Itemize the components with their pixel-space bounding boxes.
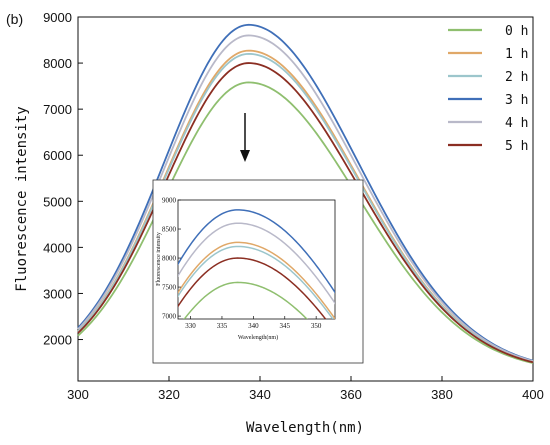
inset-series-line-3: [178, 209, 335, 294]
inset-series-line-4: [178, 222, 335, 305]
inset-y-tick-label: 8500: [162, 226, 177, 234]
x-tick-label: 360: [340, 387, 362, 402]
inset-y-tick-label: 7000: [162, 313, 177, 321]
x-tick-label: 320: [158, 387, 180, 402]
inset-x-axis-title: Wavelength(nm): [238, 334, 278, 341]
inset-y-tick-label: 8000: [162, 255, 177, 263]
x-tick-label: 400: [522, 387, 544, 402]
inset-y-tick-label: 7500: [162, 284, 177, 292]
x-tick-label: 380: [431, 387, 453, 402]
inset-series-line-5: [178, 257, 327, 319]
y-tick-label: 6000: [43, 148, 72, 163]
inset-y-tick-label: 9000: [162, 197, 177, 205]
inset-series-layer: [178, 209, 335, 319]
y-axis: 2000 3000 4000 5000 6000 7000 8000 9000: [43, 10, 83, 348]
x-axis: 300 320 340 360 380 400: [67, 376, 544, 402]
inset-x-tick-label: 335: [217, 322, 228, 330]
inset-x-tick-label: 340: [248, 322, 259, 330]
inset-x-tick-label: 330: [185, 322, 196, 330]
x-tick-label: 340: [249, 387, 271, 402]
legend-label-1: 1 h: [505, 47, 528, 62]
inset-series-line-1: [178, 241, 335, 319]
down-arrow-icon: [240, 113, 250, 162]
inset-chart: 330 335 340 345 350 7000 7500 8000 8500 9000 Wav…: [152, 179, 364, 364]
inset-x-axis: 330 335 340 345 350: [185, 316, 322, 330]
inset-y-axis: 7000 7500 8000 8500 9000: [162, 197, 181, 321]
y-tick-label: 7000: [43, 102, 72, 117]
inset-x-tick-label: 350: [311, 322, 322, 330]
y-axis-title: Fluorescence intensity: [14, 106, 30, 291]
legend-label-2: 2 h: [505, 70, 528, 85]
legend-label-5: 5 h: [505, 139, 528, 154]
inset-y-axis-title: Fluorescence intensity: [156, 232, 162, 286]
inset-series-line-0: [183, 281, 308, 319]
x-axis-title: Wavelength(nm): [246, 420, 364, 436]
legend-label-0: 0 h: [505, 24, 528, 39]
inset-x-tick-label: 345: [280, 322, 291, 330]
y-tick-label: 8000: [43, 56, 72, 71]
inset-plot-frame: [177, 199, 336, 320]
x-tick-label: 300: [67, 387, 89, 402]
legend: 0 h 1 h 2 h 3 h 4 h 5 h: [448, 24, 528, 154]
inset-series-line-2: [178, 245, 334, 319]
y-tick-label: 9000: [43, 10, 72, 25]
y-tick-label: 3000: [43, 286, 72, 301]
plot-frame: [77, 16, 534, 382]
inset-outer-box: [152, 179, 364, 364]
legend-label-4: 4 h: [505, 116, 528, 131]
y-tick-label: 5000: [43, 194, 72, 209]
y-tick-label: 4000: [43, 240, 72, 255]
legend-label-3: 3 h: [505, 93, 528, 108]
panel-label: (b): [6, 11, 23, 27]
y-tick-label: 2000: [43, 333, 72, 348]
